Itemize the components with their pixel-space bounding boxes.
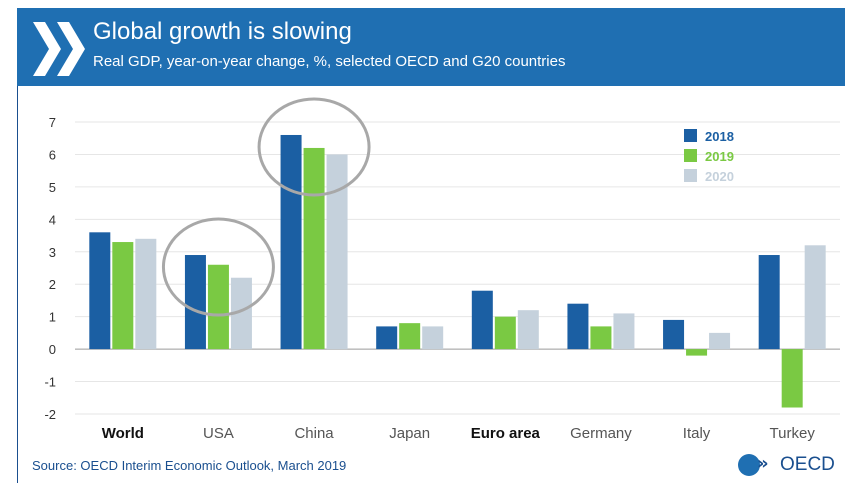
y-tick-label: 0 [49,342,56,357]
legend-label: 2019 [705,149,734,164]
x-category-label: World [102,425,144,442]
x-category-label: Italy [683,425,711,442]
x-category-label: USA [203,425,234,442]
highlight-circle [161,217,275,317]
y-tick-label: 7 [49,115,56,130]
bar [135,238,157,350]
x-category-label: Turkey [770,425,816,442]
y-tick-label: 2 [49,277,56,292]
x-category-label: Japan [389,425,430,442]
y-tick-label: -2 [44,407,56,422]
highlight-circle [257,97,371,197]
logo-text: OECD [780,454,835,475]
chart-title: Global growth is slowing [93,18,352,45]
legend-swatch [684,129,697,142]
bar [758,255,780,350]
y-tick-label: 5 [49,180,56,195]
y-tick-label: 4 [49,212,56,227]
legend-swatch [684,149,697,162]
bar [184,255,206,350]
y-tick-label: 3 [49,245,56,260]
y-tick-label: 6 [49,147,56,162]
header: Global growth is slowing Real GDP, year-… [17,8,845,86]
bar [399,323,421,350]
bar [471,290,493,350]
bar [804,245,826,350]
bar [280,134,302,350]
header-bar [17,8,845,86]
bar [709,332,731,350]
bar [663,319,685,350]
chevron-icon: » [757,453,769,474]
legend-swatch [684,169,697,182]
bar [326,154,348,350]
y-tick-label: 1 [49,310,56,325]
bar [686,349,708,356]
bar [230,277,252,350]
globe-icon [738,454,760,476]
bar [567,303,589,350]
x-category-label: Euro area [471,425,541,442]
double-chevron-icon [33,22,85,76]
bar [494,316,516,350]
bar [590,326,612,350]
y-tick-label: -1 [44,375,56,390]
x-category-label: China [294,425,334,442]
bar [781,349,803,408]
bar [613,313,635,350]
bar [207,264,229,350]
oecd-logo: » OECD [738,452,838,478]
bar [376,326,398,350]
bar [112,242,134,350]
chart-subtitle: Real GDP, year-on-year change, %, select… [93,53,566,70]
bar [89,232,111,350]
x-category-label: Germany [570,425,632,442]
source-note: Source: OECD Interim Economic Outlook, M… [32,458,347,473]
chart-frame [17,86,845,483]
legend-label: 2018 [705,129,734,144]
legend-label: 2020 [705,169,734,184]
bar [517,310,539,350]
bar [303,147,325,350]
bar [422,326,444,350]
